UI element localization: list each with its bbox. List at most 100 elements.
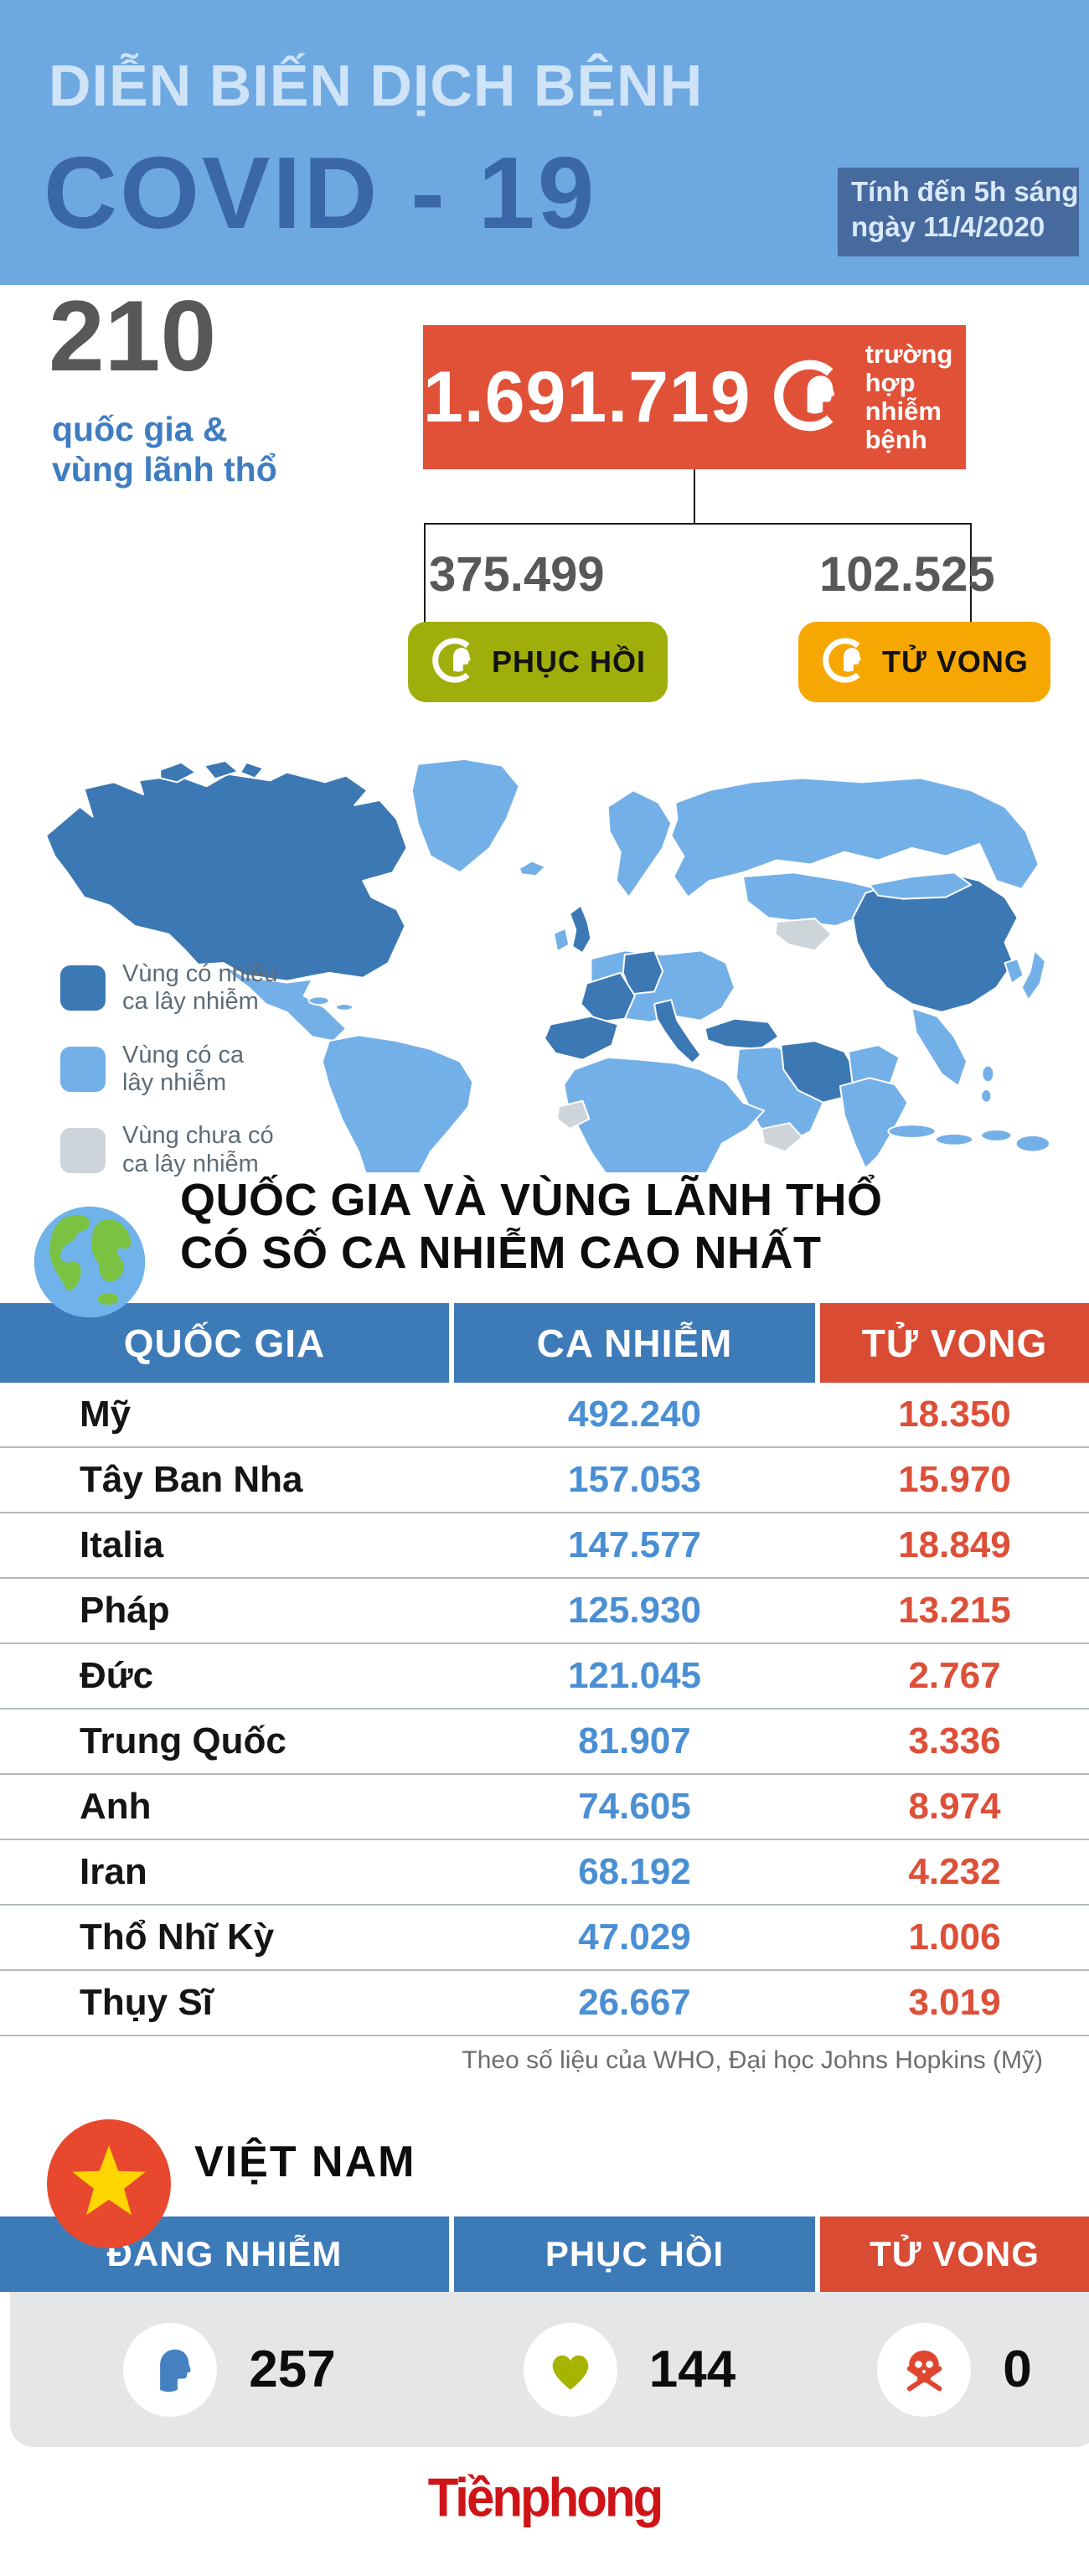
country-name: Anh [80,1786,152,1827]
footer: Tiềnphong [0,2447,1089,2576]
connector-line [694,469,695,523]
summary-section: 210 quốc gia & vùng lãnh thổ 1.691.719 t… [0,280,1089,754]
deaths-pill: TỬ VONG [798,622,1050,702]
vietnam-deaths-value: 0 [1003,2341,1032,2398]
person-icon [770,357,847,438]
column-header-country: QUỐC GIA [0,1303,449,1383]
column-header-cases: CA NHIỄM [454,1303,815,1383]
country-name: Thổ Nhĩ Kỳ [80,1916,275,1958]
legend-chip-has-cases [60,1047,106,1093]
date-note-line2: ngày 11/4/2020 [851,211,1045,243]
table-row: Thụy Sĩ 26.667 3.019 [0,1971,1089,2036]
vietnam-title: VIỆT NAM [194,2138,416,2186]
legend-chip-many-cases [60,965,106,1011]
cases-value: 121.045 [567,1655,702,1696]
tienphong-logo: Tiềnphong [427,2467,664,2528]
legend-item-many-cases: Vùng có nhiều ca lây nhiễm [60,960,277,1016]
table-row: Tây Ban Nha 157.053 15.970 [0,1448,1089,1513]
infected-total-box: 1.691.719 trường hợp nhiễm bệnh [423,325,966,469]
cases-value: 125.930 [567,1590,702,1631]
vietnam-column-deaths: TỬ VONG [820,2216,1089,2292]
person-icon [820,636,869,689]
page-title: COVID - 19 [44,136,597,250]
country-name: Tây Ban Nha [80,1459,303,1500]
vietnam-active-stat: 257 [10,2322,449,2417]
vietnam-active-value: 257 [249,2341,336,2398]
cases-value: 81.907 [578,1720,691,1761]
header-supertitle: DIỄN BIẾN DỊCH BỆNH [49,53,704,118]
connector-line [970,523,972,623]
recovered-pill-label: PHỤC HỒI [492,644,647,679]
connector-line [424,523,426,623]
deaths-value: 1.006 [908,1916,1001,1958]
table-title: QUỐC GIA VÀ VÙNG LÃNH THỔ CÓ SỐ CA NHIỄM… [180,1175,883,1279]
deaths-value: 18.350 [898,1394,1011,1435]
cases-value: 492.240 [567,1394,702,1435]
table-row: Mỹ 492.240 18.350 [0,1383,1089,1448]
deaths-value: 18.849 [898,1524,1011,1565]
source-section: Theo số liệu của WHO, Đại học Johns Hopk… [0,2036,1089,2095]
table-title-section: QUỐC GIA VÀ VÙNG LÃNH THỔ CÓ SỐ CA NHIỄM… [0,1175,1089,1318]
cases-value: 26.667 [578,1982,691,2023]
map-legend: Vùng có nhiều ca lây nhiễm Vùng có ca lâ… [60,960,277,1203]
date-note-line1: Tính đến 5h sáng [851,176,1079,207]
legend-chip-no-cases [60,1127,106,1173]
globe-icon [32,1204,147,1324]
deaths-value: 3.336 [908,1720,1001,1761]
world-map-section: Vùng có nhiều ca lây nhiễm Vùng có ca lâ… [0,754,1089,1177]
country-name: Trung Quốc [80,1720,286,1761]
head-icon [123,2322,218,2417]
territories-count: 210 [49,280,217,392]
recovered-pill: PHỤC HỒI [408,622,668,702]
vietnam-column-recovered: PHỤC HỒI [454,2216,815,2292]
table-row: Thổ Nhĩ Kỳ 47.029 1.006 [0,1906,1089,1971]
table-row: Pháp 125.930 13.215 [0,1579,1089,1644]
deaths-value: 2.767 [908,1655,1001,1696]
deaths-value: 102.525 [819,547,995,602]
deaths-value: 8.974 [908,1786,1001,1827]
person-icon [430,636,478,689]
deaths-value: 15.970 [898,1459,1011,1500]
cases-value: 147.577 [567,1524,702,1565]
skull-icon [877,2322,972,2417]
vietnam-stats-panel: 257 144 0 [10,2292,1089,2447]
cases-value: 47.029 [578,1916,691,1958]
cases-value: 74.605 [578,1786,691,1827]
vietnam-deaths-stat: 0 [810,2322,1089,2417]
recovered-value: 375.499 [429,547,605,602]
country-name: Pháp [80,1590,170,1631]
legend-item-no-cases: Vùng chưa có ca lây nhiễm [60,1122,277,1178]
legend-item-has-cases: Vùng có ca lây nhiễm [60,1042,277,1098]
header-banner: DIỄN BIẾN DỊCH BỆNH COVID - 19 Tính đến … [0,0,1089,285]
vietnam-title-section: VIỆT NAM [0,2095,1089,2248]
heart-icon [523,2322,617,2417]
date-note: Tính đến 5h sáng ngày 11/4/2020 [838,168,1079,256]
country-name: Mỹ [80,1394,132,1435]
column-header-deaths: TỬ VONG [820,1303,1089,1383]
table-header-row: QUỐC GIA CA NHIỄM TỬ VONG [0,1303,1089,1383]
vietnam-header-row: ĐANG NHIỄM PHỤC HỒI TỬ VONG [0,2216,1089,2292]
table-row: Đức 121.045 2.767 [0,1644,1089,1710]
infected-total-label: trường hợp nhiễm bệnh [864,339,953,455]
vietnam-recovered-value: 144 [648,2341,736,2398]
table-row: Iran 68.192 4.232 [0,1840,1089,1906]
country-name: Đức [80,1655,154,1696]
deaths-value: 13.215 [898,1590,1011,1631]
territories-label: quốc gia & vùng lãnh thổ [52,410,277,489]
cases-value: 68.192 [578,1851,691,1892]
world-map [45,758,1050,1172]
deaths-value: 3.019 [908,1982,1001,2023]
country-name: Iran [80,1851,147,1892]
data-source-note: Theo số liệu của WHO, Đại học Johns Hopk… [462,2046,1043,2074]
infected-total-value: 1.691.719 [423,356,751,437]
table-row: Anh 74.605 8.974 [0,1775,1089,1840]
table-row: Italia 147.577 18.849 [0,1513,1089,1579]
deaths-pill-label: TỬ VONG [882,644,1029,679]
cases-value: 157.053 [567,1459,702,1500]
deaths-value: 4.232 [908,1851,1001,1892]
connector-line [424,523,972,525]
countries-table-body: Mỹ 492.240 18.350 Tây Ban Nha 157.053 15.970 I… [0,1383,1089,2036]
vietnam-flag-icon [46,2118,172,2249]
country-name: Thụy Sĩ [80,1982,213,2023]
table-row: Trung Quốc 81.907 3.336 [0,1710,1089,1775]
